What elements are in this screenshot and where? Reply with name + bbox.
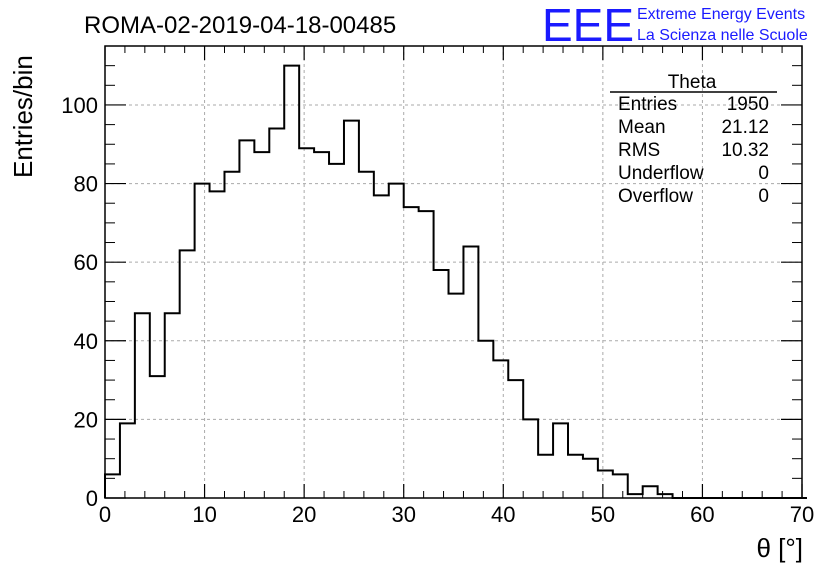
- x-tick-label: 30: [391, 502, 415, 527]
- stats-row-value: 0: [758, 186, 769, 207]
- tick-labels: 0 10 20 30 40 50 60 70 0 20 40 60 80 100: [61, 93, 814, 527]
- x-tick-label: 40: [491, 502, 515, 527]
- stats-rows: Entries 1950 Mean 21.12 RMS 10.32 Underflow 0 Ov…: [618, 94, 769, 207]
- y-tick-label: 60: [74, 250, 98, 275]
- logo-mark: EEE: [542, 0, 634, 51]
- stats-row-label: Entries: [618, 94, 677, 115]
- x-tick-label: 70: [790, 502, 814, 527]
- y-axis-title: Entries/bin: [8, 55, 38, 178]
- x-tick-label: 0: [99, 502, 111, 527]
- x-tick-label: 20: [292, 502, 316, 527]
- grid-lines: [105, 46, 802, 498]
- y-tick-label: 80: [74, 172, 98, 197]
- x-tick-label: 10: [192, 502, 216, 527]
- axis-ticks: [104, 45, 803, 499]
- chart-title: ROMA-02-2019-04-18-00485: [84, 12, 396, 39]
- y-tick-label: 100: [61, 93, 98, 118]
- stats-title: Theta: [668, 72, 717, 93]
- y-tick-label: 20: [74, 407, 98, 432]
- eee-logo: EEE Extreme Energy Events La Scienza nel…: [542, 0, 808, 51]
- logo-line-1: Extreme Energy Events: [637, 6, 805, 23]
- stats-row-value: 10.32: [721, 140, 769, 161]
- y-tick-label: 0: [86, 486, 98, 511]
- histogram-line: [104, 64, 807, 499]
- plot-frame: [104, 45, 803, 499]
- y-tick-label: 40: [74, 329, 98, 354]
- stats-box: Theta Entries 1950 Mean 21.12 RMS 10.32 Underf…: [610, 72, 777, 207]
- stats-row-label: Overflow: [618, 186, 693, 207]
- stats-row-label: RMS: [618, 140, 660, 161]
- stats-row-value: 21.12: [721, 117, 769, 138]
- stats-row-value: 0: [758, 163, 769, 184]
- x-tick-label: 50: [591, 502, 615, 527]
- stats-row-value: 1950: [727, 94, 769, 115]
- stats-row-label: Mean: [618, 117, 666, 138]
- x-axis-title: θ [°]: [756, 533, 803, 563]
- logo-line-2: La Scienza nelle Scuole: [637, 27, 808, 44]
- stats-row-label: Underflow: [618, 163, 704, 184]
- x-tick-label: 60: [690, 502, 714, 527]
